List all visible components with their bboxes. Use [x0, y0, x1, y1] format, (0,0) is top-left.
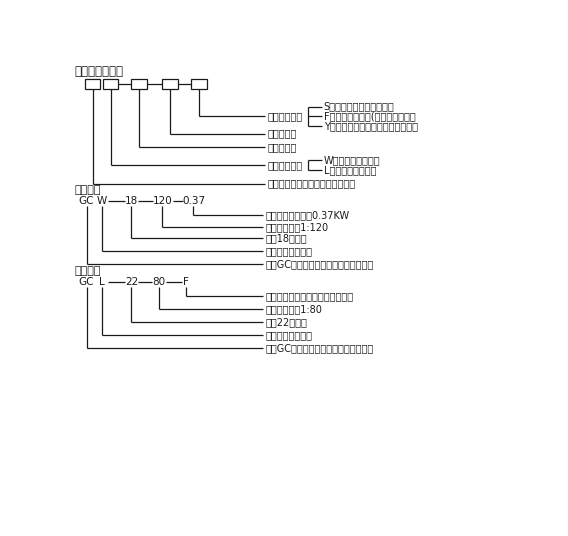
Bar — [162, 79, 178, 88]
Text: 18: 18 — [125, 196, 138, 206]
Text: F: F — [183, 277, 189, 287]
Text: Y表示配电机并表明电机功率与极数: Y表示配电机并表明电机功率与极数 — [324, 121, 417, 131]
Text: 示例二：: 示例二： — [75, 266, 101, 276]
Bar — [103, 79, 118, 88]
Text: 表示配连接法兰（用户自配电机）: 表示配连接法兰（用户自配电机） — [265, 291, 354, 301]
Text: 机型表示方法：: 机型表示方法： — [75, 65, 124, 78]
Text: F表示配连接法兰(用户自配电机）: F表示配连接法兰(用户自配电机） — [324, 111, 415, 121]
Text: 表示减速比为1:120: 表示减速比为1:120 — [265, 222, 329, 232]
Text: 示例一：: 示例一： — [75, 185, 101, 195]
Text: 表示18机型号: 表示18机型号 — [265, 233, 307, 243]
Text: 80: 80 — [152, 277, 165, 287]
Text: 表示GC系列（铝合金外壳）斜齿减速器: 表示GC系列（铝合金外壳）斜齿减速器 — [265, 344, 374, 353]
Text: 表示输入方式: 表示输入方式 — [267, 111, 302, 121]
Text: W: W — [97, 196, 107, 206]
Text: S表示轴输入（即双轴型）: S表示轴输入（即双轴型） — [324, 102, 394, 111]
Bar — [131, 79, 147, 88]
Text: 0.37: 0.37 — [182, 196, 205, 206]
Bar — [191, 79, 207, 88]
Text: GC: GC — [79, 277, 94, 287]
Text: W表示卧式底脚安装: W表示卧式底脚安装 — [324, 155, 380, 165]
Text: 表示GC系列（铝合金外壳）斜齿减速器: 表示GC系列（铝合金外壳）斜齿减速器 — [265, 259, 374, 269]
Text: 表示卧式底脚安装: 表示卧式底脚安装 — [265, 247, 312, 256]
Text: 表示22机型号: 表示22机型号 — [265, 317, 307, 327]
Text: 表示减速比: 表示减速比 — [267, 129, 296, 139]
Text: 表示立式法兰安装: 表示立式法兰安装 — [265, 330, 312, 340]
Bar — [85, 79, 101, 88]
Text: 本系列减速器代号（铝合金外壳）: 本系列减速器代号（铝合金外壳） — [267, 178, 355, 189]
Text: 表示机型号: 表示机型号 — [267, 143, 296, 152]
Text: 表示带电机功率为0.37KW: 表示带电机功率为0.37KW — [265, 210, 350, 220]
Text: 22: 22 — [125, 277, 138, 287]
Text: GC: GC — [79, 196, 94, 206]
Text: L表示立式法兰安装: L表示立式法兰安装 — [324, 165, 376, 175]
Text: 表示减速比为1:80: 表示减速比为1:80 — [265, 304, 323, 314]
Text: 表示安装方式: 表示安装方式 — [267, 160, 302, 170]
Text: L: L — [99, 277, 105, 287]
Text: 120: 120 — [153, 196, 172, 206]
